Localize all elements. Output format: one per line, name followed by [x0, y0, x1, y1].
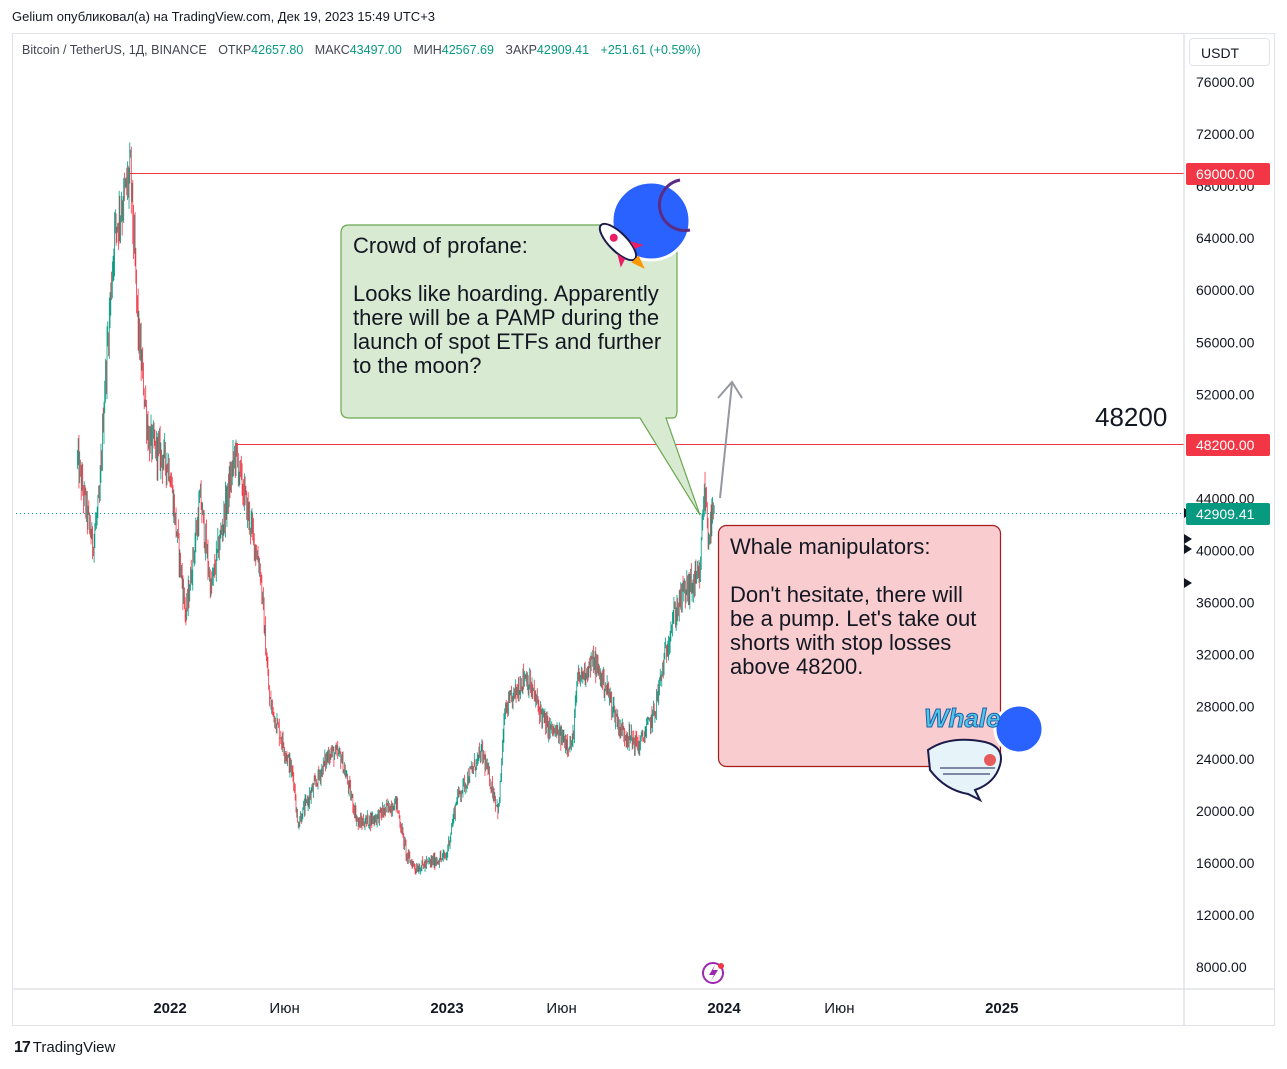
whale-bubble-shape	[717, 524, 1002, 768]
publisher-line: Gelium опубликовал(а) на TradingView.com…	[12, 9, 436, 24]
time-tick-label: Июн	[824, 1000, 854, 1017]
price-tick-label: 52000.00	[1196, 386, 1255, 402]
tradingview-brand[interactable]: 17 TradingView	[14, 1039, 115, 1057]
low-label: МИН	[413, 43, 442, 57]
time-tick-label: 2022	[153, 1000, 186, 1017]
close-label: ЗАКР	[505, 43, 537, 57]
low-value: 42567.69	[441, 43, 494, 57]
time-tick-label: 2025	[985, 1000, 1018, 1017]
time-tick-label: 2023	[430, 1000, 463, 1017]
price-tick-label: 40000.00	[1196, 543, 1255, 559]
time-tick-label: Июн	[546, 1000, 576, 1017]
open-value: 42657.80	[251, 43, 304, 57]
price-tick-label: 20000.00	[1196, 803, 1255, 819]
chart-frame	[12, 33, 1275, 1026]
resistance-text-label[interactable]: 48200	[1095, 402, 1168, 432]
ath-price-tag: 69000.00	[1186, 162, 1270, 185]
high-value: 43497.00	[349, 43, 402, 57]
whale-logo-text: Whale	[924, 703, 1002, 734]
price-tick-label: 72000.00	[1196, 126, 1255, 142]
whale-icon	[926, 703, 1045, 803]
time-tick-label: 2024	[707, 1000, 741, 1017]
tradingview-logo-icon: 17	[14, 1039, 31, 1056]
symbol-label[interactable]: Bitcoin / TetherUS, 1Д, BINANCE	[22, 43, 207, 57]
alert-icon[interactable]	[702, 962, 724, 984]
legend-header: Bitcoin / TetherUS, 1Д, BINANCE ОТКР4265…	[22, 43, 701, 57]
up-arrow[interactable]	[717, 380, 743, 499]
whale-annotation[interactable]: Whale manipulators: Don't hesitate, ther…	[730, 534, 977, 679]
price-tick-label: 60000.00	[1196, 282, 1255, 298]
crowd-annotation[interactable]: Crowd of profane: Looks like hoarding. A…	[353, 233, 662, 378]
high-label: МАКС	[314, 43, 350, 57]
time-tick-label: Июн	[269, 1000, 299, 1017]
candlestick-series	[77, 142, 715, 875]
price-tick-label: 36000.00	[1196, 595, 1255, 611]
price-tick-label: 76000.00	[1196, 74, 1255, 90]
currency-selector[interactable]: USDT	[1189, 38, 1270, 66]
price-tick-label: 12000.00	[1196, 907, 1255, 923]
resistance-price-tag: 48200.00	[1186, 433, 1270, 456]
price-tick-label: 32000.00	[1196, 647, 1255, 663]
price-tick-label: 56000.00	[1196, 334, 1255, 350]
brand-label: TradingView	[32, 1039, 116, 1056]
open-label: ОТКР	[218, 43, 252, 57]
rocket-moon-icon	[598, 178, 692, 269]
price-tick-label: 16000.00	[1196, 855, 1255, 871]
close-value: 42909.41	[536, 43, 590, 57]
last-price-tag: 42909.41	[1186, 502, 1270, 525]
time-axis[interactable]: 2022 Июн 2023 Июн 2024 Июн 2025	[153, 1000, 1018, 1017]
price-tick-label: 44000.00	[1196, 490, 1255, 506]
change-value: +251.61 (+0.59%)	[600, 43, 701, 57]
price-tick-label: 8000.00	[1196, 959, 1247, 975]
price-tick-label: 28000.00	[1196, 699, 1255, 715]
price-tick-label: 64000.00	[1196, 230, 1255, 246]
price-tick-label: 24000.00	[1196, 751, 1255, 767]
